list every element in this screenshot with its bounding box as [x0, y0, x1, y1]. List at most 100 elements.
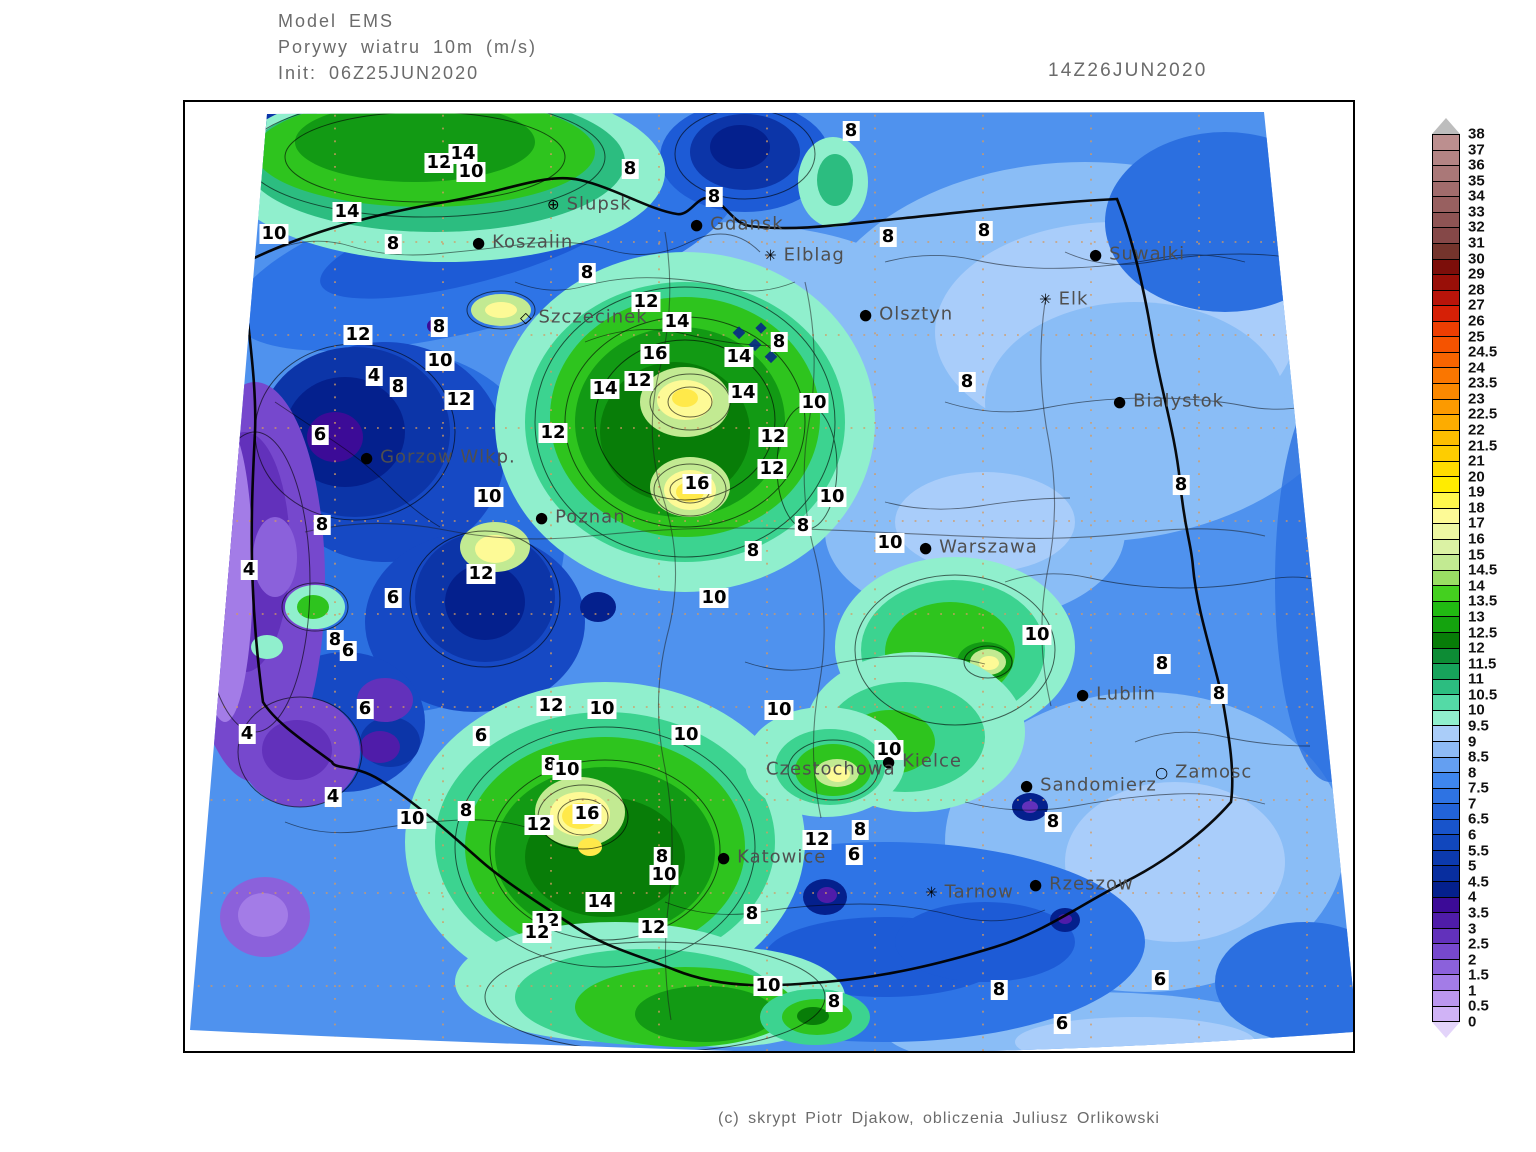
colorbar-tick-label: 16 [1468, 530, 1485, 548]
colorbar-tick-label: 22.5 [1468, 405, 1498, 423]
city-name: Lublin [1096, 683, 1157, 705]
colorbar-segment [1433, 896, 1459, 913]
colorbar-tick-label: 8.5 [1468, 748, 1489, 766]
contour-label: 14 [585, 891, 615, 912]
colorbar-tick-label: 22 [1468, 421, 1485, 439]
model-name: Model EMS [278, 11, 395, 31]
contour-label: 8 [621, 158, 639, 179]
city-name: Koszalin [492, 231, 574, 253]
city-marker-icon: ● [1113, 392, 1128, 411]
colorbar-segment [1433, 554, 1459, 570]
city-label: ● Gorzow Wlkp. [360, 447, 516, 468]
city-marker-icon: ● [859, 305, 874, 324]
contour-label: 8 [743, 903, 761, 924]
colorbar-segment [1433, 709, 1459, 726]
colorbar-tick-label: 31 [1468, 234, 1485, 252]
colorbar-segment [1433, 149, 1459, 166]
colorbar-arrow-down-icon [1432, 1022, 1460, 1038]
contour-label: 12 [536, 695, 566, 716]
colorbar-segment [1433, 476, 1459, 492]
contour-label: 8 [313, 514, 331, 535]
colorbar-tick-label: 17 [1468, 514, 1485, 532]
colorbar-segment [1433, 881, 1459, 897]
contour-label: 6 [845, 844, 863, 865]
colorbar-tick-label: 12.5 [1468, 624, 1498, 642]
colorbar-segment [1433, 367, 1459, 383]
colorbar-segment [1433, 491, 1459, 508]
city-marker-icon: ● [717, 848, 732, 867]
colorbar-tick-label: 35 [1468, 172, 1485, 190]
city-name: Szczecinek [538, 306, 648, 328]
colorbar-segment [1433, 305, 1459, 321]
contour-label: 10 [649, 864, 679, 885]
colorbar-segment [1433, 740, 1459, 757]
colorbar-segment [1433, 180, 1459, 197]
colorbar-tick-label: 13 [1468, 608, 1485, 626]
contour-label: 10 [764, 699, 794, 720]
colorbar-segment [1433, 523, 1459, 539]
contour-label: 16 [640, 343, 670, 364]
colorbar-tick-label: 14.5 [1468, 561, 1498, 579]
contour-label: 8 [744, 540, 762, 561]
colorbar-segment [1433, 196, 1459, 212]
contour-label: 10 [425, 350, 455, 371]
colorbar-tick-label: 11.5 [1468, 655, 1497, 673]
city-name: Sandomierz [1040, 774, 1157, 796]
city-label: ● Poznan [535, 507, 626, 528]
contour-label: 4 [324, 786, 342, 807]
city-name: Bialystok [1133, 390, 1224, 412]
colorbar-tick-label: 5 [1468, 857, 1477, 875]
colorbar-segment [1433, 647, 1459, 664]
colorbar-segment [1433, 678, 1459, 695]
colorbar-tick-label: 20 [1468, 468, 1485, 486]
city-name: Poznan [555, 506, 626, 528]
city-marker-icon: ✳ [925, 883, 939, 902]
colorbar-segment [1433, 632, 1459, 648]
contour-label: 12 [524, 814, 554, 835]
colorbar-tick-label: 0 [1468, 1013, 1477, 1031]
city-label: ✳ Elk [1039, 289, 1088, 310]
colorbar-segment [1433, 927, 1459, 944]
city-name: Olsztyn [879, 303, 954, 325]
contour-label: 14 [662, 311, 692, 332]
contour-label: 10 [397, 808, 427, 829]
colorbar: 38 37 36 35 34 33 32 31 30 29 28 27 26 25 24.5 24 23.5 23… [1432, 118, 1536, 1048]
colorbar-segment [1433, 538, 1459, 555]
city-label: ⊕ Slupsk [547, 194, 632, 215]
colorbar-segment [1433, 787, 1459, 804]
contour-label: 6 [356, 698, 374, 719]
contour-label: 16 [682, 473, 712, 494]
city-label: ✳ Tarnow [925, 882, 1014, 903]
colorbar-tick-label: 25 [1468, 328, 1485, 346]
contour-label: 8 [1153, 653, 1171, 674]
contour-label: 12 [758, 426, 788, 447]
colorbar-tick-label: 24 [1468, 359, 1485, 377]
contour-label: 12 [624, 370, 654, 391]
colorbar-tick-label: 6.5 [1468, 810, 1489, 828]
city-label: ● Warszawa [919, 537, 1038, 558]
contour-label: 12 [424, 152, 454, 173]
city-label: ● Kielce [882, 751, 962, 772]
city-marker-icon: ○ [1155, 763, 1170, 782]
contour-label: 12 [466, 563, 496, 584]
city-marker-icon: ● [535, 508, 550, 527]
city-name: Kielce [902, 750, 962, 772]
colorbar-segment [1433, 351, 1459, 368]
city-name: Gdansk [710, 213, 784, 235]
colorbar-tick-label: 13.5 [1468, 592, 1498, 610]
contour-label: 10 [875, 532, 905, 553]
colorbar-segment [1433, 289, 1459, 306]
city-name: Elk [1058, 288, 1089, 310]
contour-label: 4 [238, 723, 256, 744]
colorbar-segment [1433, 958, 1459, 975]
city-marker-icon: ● [690, 215, 705, 234]
colorbar-tick-label: 18 [1468, 499, 1485, 517]
contour-label: 6 [339, 640, 357, 661]
contour-label: 8 [1210, 683, 1228, 704]
colorbar-tick-label: 27 [1468, 296, 1485, 314]
contour-label: 4 [240, 559, 258, 580]
city-label: ● Suwalki [1089, 244, 1185, 265]
colorbar-tick-label: 23.5 [1468, 374, 1498, 392]
contour-label: 6 [384, 587, 402, 608]
contour-label: 8 [770, 331, 788, 352]
